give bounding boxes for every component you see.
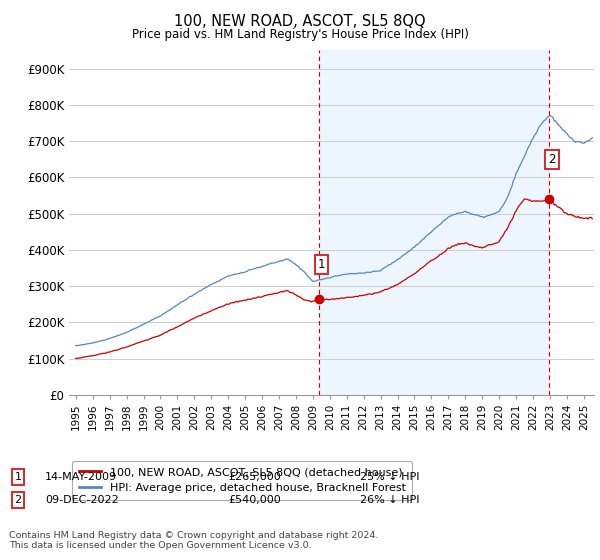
- Text: 25% ↓ HPI: 25% ↓ HPI: [360, 472, 419, 482]
- Text: 14-MAY-2009: 14-MAY-2009: [45, 472, 117, 482]
- Text: Price paid vs. HM Land Registry's House Price Index (HPI): Price paid vs. HM Land Registry's House …: [131, 28, 469, 41]
- Text: 100, NEW ROAD, ASCOT, SL5 8QQ: 100, NEW ROAD, ASCOT, SL5 8QQ: [174, 14, 426, 29]
- Text: 2: 2: [14, 495, 22, 505]
- Text: 26% ↓ HPI: 26% ↓ HPI: [360, 495, 419, 505]
- Text: 1: 1: [14, 472, 22, 482]
- Text: Contains HM Land Registry data © Crown copyright and database right 2024.
This d: Contains HM Land Registry data © Crown c…: [9, 531, 379, 550]
- Text: £540,000: £540,000: [228, 495, 281, 505]
- Text: 1: 1: [318, 258, 325, 271]
- Text: 2: 2: [548, 153, 556, 166]
- Legend: 100, NEW ROAD, ASCOT, SL5 8QQ (detached house), HPI: Average price, detached hou: 100, NEW ROAD, ASCOT, SL5 8QQ (detached …: [72, 461, 412, 500]
- Text: £265,000: £265,000: [228, 472, 281, 482]
- Text: 09-DEC-2022: 09-DEC-2022: [45, 495, 119, 505]
